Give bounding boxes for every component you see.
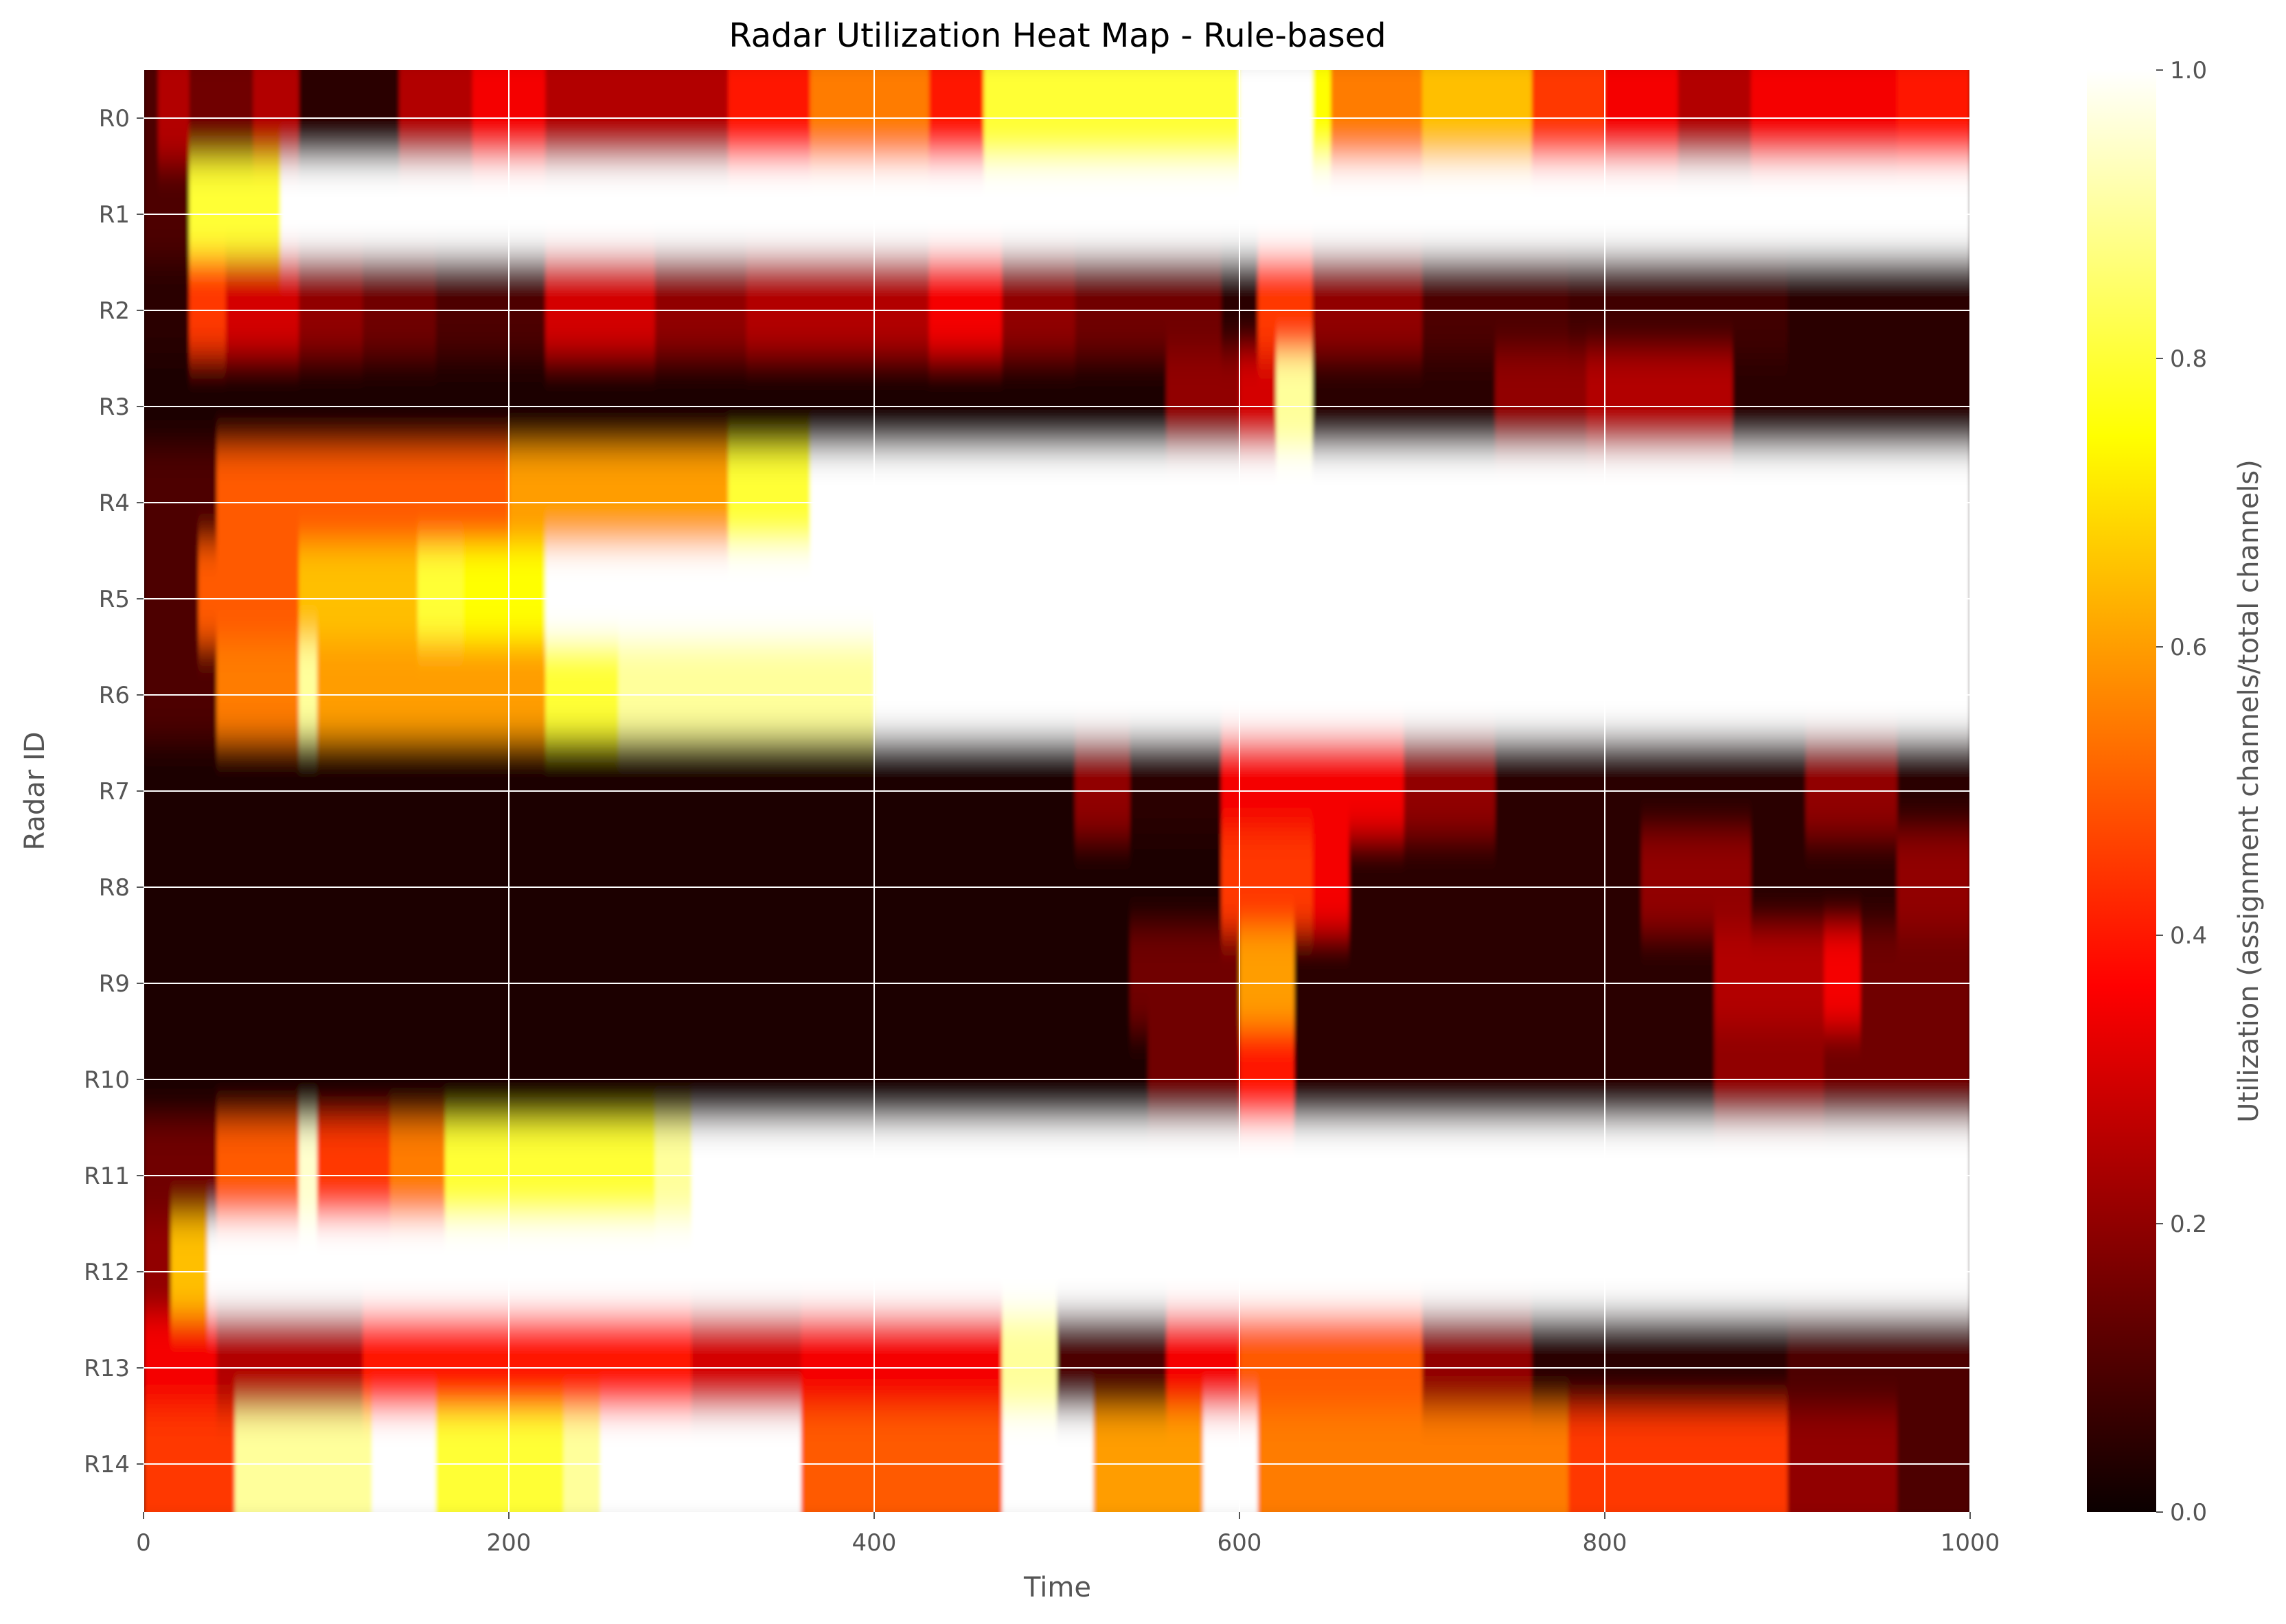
y-tick-label: R7 — [99, 778, 130, 805]
heat-cell — [1678, 70, 1752, 172]
heat-cell — [545, 70, 729, 172]
heat-cell — [1202, 1410, 1259, 1512]
y-tick-label: R10 — [84, 1066, 130, 1094]
heat-cell — [1002, 1410, 1094, 1512]
heat-cell — [399, 70, 473, 172]
heat-cell — [728, 70, 811, 172]
y-tick-label: R2 — [99, 297, 130, 325]
heat-cell — [1312, 70, 1331, 172]
x-axis-label: Time — [1023, 1572, 1091, 1603]
y-tick-label: R3 — [99, 393, 130, 421]
y-tick-label: R1 — [99, 201, 130, 229]
heat-cell — [1605, 70, 1679, 172]
y-tick-label: R4 — [99, 490, 130, 517]
heat-cell — [563, 1410, 601, 1512]
heat-cell — [372, 1410, 437, 1512]
y-tick-label: R5 — [99, 586, 130, 613]
y-tick-label: R13 — [84, 1355, 130, 1382]
y-tick-label: R14 — [84, 1451, 130, 1478]
y-tick-label: R0 — [99, 105, 130, 133]
heat-cell — [1897, 1410, 1970, 1512]
heat-cell — [189, 70, 254, 172]
chart-title: Radar Utilization Heat Map - Rule-based — [729, 16, 1386, 55]
heat-cell — [1531, 70, 1605, 172]
heat-cell — [158, 70, 190, 172]
heat-cell — [1750, 70, 1898, 172]
colorbar-tick-label: 0.8 — [2170, 345, 2207, 373]
x-tick-label: 800 — [1583, 1529, 1627, 1557]
y-axis: R0 R1 R2 R3 R4 R5 R6 R7 R8 R9 R10 R11 R12 R13 R14 — [84, 105, 144, 1478]
heat-cell — [801, 1410, 1003, 1512]
plot-area — [143, 70, 1971, 1512]
x-tick-label: 200 — [487, 1529, 532, 1557]
x-axis: 0 200 400 600 800 1000 — [136, 1512, 2000, 1557]
heat-cell — [1239, 70, 1314, 172]
heat-cell — [144, 1410, 236, 1512]
heat-cell — [253, 70, 299, 172]
heatmap-row-R0 — [144, 70, 1970, 172]
heat-cell — [144, 70, 159, 172]
heat-cell — [1257, 1410, 1569, 1512]
colorbar-tick-label: 1.0 — [2170, 57, 2207, 84]
heat-cell — [435, 1410, 564, 1512]
x-tick-label: 1000 — [1941, 1529, 2000, 1557]
colorbar-gradient — [2087, 70, 2156, 1512]
colorbar-tick-label: 0.4 — [2170, 922, 2207, 950]
heatmap-row-R10 — [144, 1026, 1970, 1133]
heat-cell — [1897, 70, 1970, 172]
heat-cell — [810, 70, 930, 172]
y-tick-label: R12 — [84, 1259, 130, 1286]
colorbar-ticks: 0.0 0.2 0.4 0.6 0.8 1.0 — [2156, 57, 2207, 1526]
heat-cell — [299, 70, 400, 172]
heat-cell — [600, 1410, 802, 1512]
heatmap-row-R14 — [144, 1410, 1970, 1512]
heat-cell — [235, 1410, 373, 1512]
x-tick-label: 400 — [852, 1529, 897, 1557]
heat-cell — [1422, 70, 1533, 172]
colorbar-tick-label: 0.0 — [2170, 1499, 2207, 1526]
heat-cell — [1331, 70, 1423, 172]
y-tick-label: R9 — [99, 970, 130, 998]
colorbar-tick-label: 0.6 — [2170, 634, 2207, 661]
y-tick-label: R8 — [99, 874, 130, 902]
colorbar-tick-label: 0.2 — [2170, 1211, 2207, 1238]
heat-cell — [928, 70, 985, 172]
heat-cell — [1093, 1410, 1204, 1512]
colorbar: 0.0 0.2 0.4 0.6 0.8 1.0 Utilization (assignme… — [2087, 57, 2265, 1526]
y-tick-label: R6 — [99, 682, 130, 709]
colorbar-label: Utilization (assignment channels/total c… — [2233, 459, 2265, 1123]
y-axis-label: Radar ID — [19, 731, 51, 850]
heat-cell — [1787, 1410, 1898, 1512]
y-tick-label: R11 — [84, 1163, 130, 1190]
x-tick-label: 0 — [136, 1529, 151, 1557]
x-tick-label: 600 — [1218, 1529, 1262, 1557]
heat-cell — [1568, 1410, 1788, 1512]
heat-cell — [983, 70, 1240, 172]
